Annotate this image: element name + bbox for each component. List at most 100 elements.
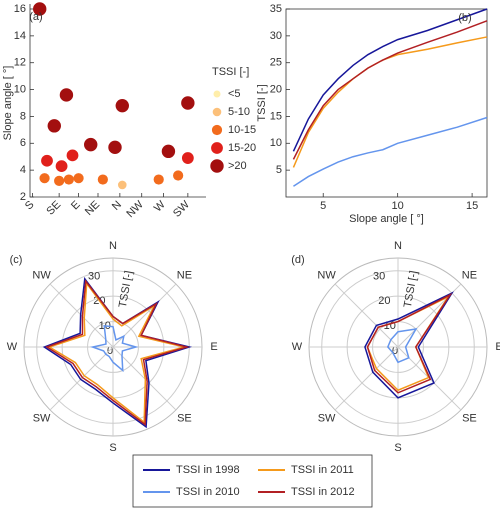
- legend-label: 5-10: [228, 106, 250, 118]
- theta-label: S: [394, 442, 401, 454]
- point: [41, 154, 53, 167]
- legend-label: TSSI in 2011: [291, 464, 354, 476]
- x-tick-label: NE: [83, 199, 102, 218]
- legend-label: TSSI in 1998: [176, 464, 240, 476]
- spoke: [49, 283, 114, 348]
- legend-label: 15-20: [228, 142, 256, 154]
- theta-label: SW: [33, 412, 51, 424]
- legend-label: >20: [228, 160, 247, 172]
- point: [33, 2, 47, 16]
- legend-marker: [210, 159, 224, 173]
- theta-label: SE: [462, 412, 477, 424]
- point: [97, 174, 108, 185]
- legend-marker: [213, 90, 221, 98]
- x-tick-label: E: [69, 199, 83, 213]
- y-tick-label: 15: [270, 110, 282, 122]
- point: [181, 96, 195, 110]
- legend-label: TSSI in 2010: [176, 486, 240, 498]
- x-tick-label: 5: [320, 200, 326, 212]
- x-tick-label: SW: [171, 198, 192, 219]
- point: [117, 180, 127, 190]
- theta-label: N: [109, 240, 117, 252]
- r-axis-label: TSSI [-]: [117, 270, 135, 309]
- y-tick-label: 4: [20, 164, 26, 176]
- x-axis-label: Slope angle [ °]: [349, 213, 424, 225]
- point: [47, 119, 61, 133]
- x-tick-label: NW: [124, 198, 146, 220]
- point: [54, 175, 65, 186]
- theta-label: W: [292, 341, 303, 353]
- legend-marker: [211, 142, 223, 154]
- legend-label: TSSI in 2012: [291, 486, 355, 498]
- point: [84, 137, 98, 152]
- y-tick-label: 20: [270, 83, 282, 95]
- y-tick-label: 14: [14, 30, 26, 42]
- x-tick-label: SE: [44, 199, 63, 218]
- legend-marker: [212, 107, 222, 117]
- r-axis-label: TSSI [-]: [402, 270, 420, 309]
- theta-label: N: [394, 240, 402, 252]
- legend-label: 10-15: [228, 124, 256, 136]
- theta-label: NW: [32, 269, 51, 281]
- legend-label: <5: [228, 88, 241, 100]
- point: [39, 173, 50, 184]
- axes: [29, 4, 206, 198]
- point: [173, 170, 184, 181]
- y-axis-label: Slope angle [ °]: [2, 66, 14, 141]
- point: [153, 174, 164, 185]
- x-tick-label: N: [110, 199, 124, 213]
- point: [55, 160, 68, 173]
- panel-label: (a): [29, 11, 42, 23]
- theta-label: E: [495, 341, 500, 353]
- theta-label: S: [109, 442, 116, 454]
- y-tick-label: 35: [270, 3, 282, 15]
- x-tick-label: 10: [392, 200, 404, 212]
- r-tick-label: 20: [378, 295, 390, 307]
- theta-label: NE: [462, 269, 477, 281]
- polar-line: [386, 328, 418, 364]
- r-tick-label: 30: [88, 270, 100, 282]
- theta-label: W: [7, 341, 18, 353]
- y-tick-label: 10: [14, 83, 26, 95]
- y-tick-label: 2: [20, 191, 26, 203]
- panel-label: (c): [10, 254, 23, 266]
- spoke: [334, 346, 399, 411]
- panel-label: (d): [291, 254, 304, 266]
- y-tick-label: 5: [276, 164, 282, 176]
- theta-label: SE: [177, 412, 192, 424]
- point: [181, 152, 194, 164]
- x-tick-label: 15: [466, 200, 478, 212]
- theta-label: NE: [177, 269, 192, 281]
- y-axis-label: TSSI [-]: [256, 84, 268, 121]
- theta-label: SW: [318, 412, 336, 424]
- y-tick-label: 10: [270, 137, 282, 149]
- point: [108, 140, 122, 155]
- x-tick-label: W: [152, 198, 168, 214]
- theta-label: E: [210, 341, 217, 353]
- x-tick-label: S: [23, 199, 37, 213]
- polar-line: [45, 279, 190, 426]
- point: [115, 98, 129, 113]
- point: [161, 144, 176, 159]
- r-tick-label: 0: [107, 345, 113, 357]
- line: [293, 116, 488, 187]
- r-tick-label: 0: [392, 345, 398, 357]
- panel-label: (b): [458, 12, 471, 24]
- line: [292, 20, 488, 160]
- spoke: [49, 346, 114, 411]
- y-tick-label: 8: [20, 110, 26, 122]
- line: [292, 8, 488, 152]
- theta-label: NW: [317, 269, 336, 281]
- spoke: [334, 283, 399, 348]
- polar-line: [366, 292, 453, 394]
- y-tick-label: 12: [14, 57, 26, 69]
- point: [63, 174, 74, 185]
- r-tick-label: 30: [373, 270, 385, 282]
- point: [73, 173, 84, 184]
- y-tick-label: 30: [270, 30, 282, 42]
- legend-box: [132, 454, 373, 508]
- y-tick-label: 25: [270, 57, 282, 69]
- polar-line: [47, 281, 185, 424]
- legend-marker: [211, 124, 223, 136]
